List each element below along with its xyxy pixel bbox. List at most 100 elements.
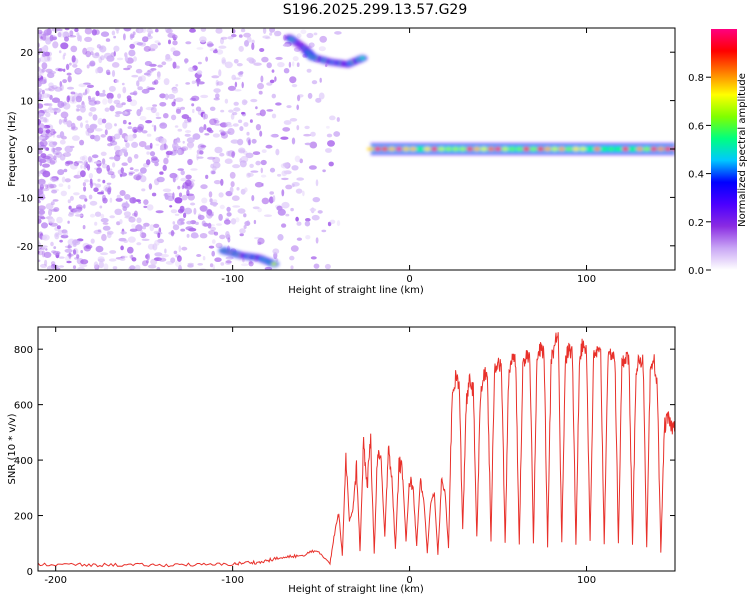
noise-blob bbox=[180, 228, 186, 232]
noise-blob bbox=[178, 264, 182, 270]
noise-blob bbox=[228, 109, 234, 113]
noise-blob bbox=[85, 87, 90, 94]
spectrogram-x-tick-label: 100 bbox=[577, 274, 596, 285]
noise-blob bbox=[54, 86, 63, 92]
noise-blob bbox=[63, 135, 66, 140]
noise-blob bbox=[195, 106, 202, 112]
noise-blob bbox=[46, 184, 55, 189]
noise-blob bbox=[60, 111, 69, 119]
noise-blob bbox=[324, 263, 331, 270]
noise-blob bbox=[174, 213, 180, 216]
noise-blob bbox=[55, 146, 62, 151]
noise-blob bbox=[70, 45, 78, 53]
noise-blob bbox=[187, 193, 195, 201]
noise-blob bbox=[200, 28, 207, 32]
noise-blob bbox=[127, 246, 134, 254]
noise-blob bbox=[117, 93, 122, 99]
noise-blob bbox=[155, 143, 160, 146]
noise-blob bbox=[97, 229, 102, 233]
snr-frame bbox=[37, 326, 676, 572]
noise-blob bbox=[239, 126, 244, 132]
carrier-segment bbox=[593, 147, 601, 151]
noise-blob bbox=[71, 135, 80, 141]
noise-blob bbox=[289, 118, 298, 122]
noise-blob bbox=[146, 253, 151, 261]
noise-blob bbox=[186, 137, 195, 143]
noise-blob bbox=[259, 109, 266, 117]
noise-blob bbox=[168, 39, 171, 45]
noise-blob bbox=[240, 28, 246, 33]
noise-blob bbox=[81, 155, 88, 163]
noise-blob bbox=[102, 222, 109, 225]
noise-blob bbox=[143, 45, 151, 52]
noise-blob bbox=[289, 76, 297, 84]
noise-blob bbox=[108, 85, 116, 92]
carrier-segment bbox=[501, 147, 509, 151]
noise-blob bbox=[59, 84, 64, 91]
carrier-segment bbox=[395, 147, 403, 151]
noise-blob bbox=[157, 42, 161, 46]
noise-blob bbox=[148, 264, 157, 269]
carrier-segment bbox=[600, 147, 608, 151]
noise-blob bbox=[255, 124, 261, 131]
noise-blob bbox=[265, 36, 271, 40]
noise-blob bbox=[233, 77, 241, 80]
noise-blob bbox=[83, 160, 89, 168]
noise-blob bbox=[283, 120, 292, 125]
noise-blob bbox=[104, 107, 110, 112]
noise-blob bbox=[109, 105, 115, 112]
noise-blob bbox=[177, 208, 184, 214]
noise-blob bbox=[211, 75, 220, 79]
noise-blob bbox=[93, 161, 102, 164]
noise-blob bbox=[71, 55, 76, 63]
noise-blob bbox=[51, 147, 56, 153]
snr-x-axis-label: Height of straight line (km) bbox=[288, 584, 424, 595]
noise-blob bbox=[232, 123, 239, 127]
noise-blob bbox=[258, 90, 263, 95]
noise-blob bbox=[216, 49, 224, 55]
noise-blob bbox=[80, 164, 83, 169]
noise-blob bbox=[238, 34, 243, 38]
noise-blob bbox=[150, 68, 157, 71]
noise-blob bbox=[271, 133, 279, 138]
noise-blob bbox=[42, 188, 50, 192]
noise-blob bbox=[260, 174, 267, 178]
noise-blob bbox=[142, 225, 147, 230]
noise-blob bbox=[107, 232, 112, 239]
noise-blob bbox=[259, 130, 263, 137]
noise-blob bbox=[97, 191, 104, 195]
noise-blob bbox=[203, 124, 207, 131]
noise-blob bbox=[313, 32, 318, 36]
noise-blob bbox=[243, 225, 247, 229]
noise-blob bbox=[121, 111, 129, 115]
noise-blob bbox=[269, 167, 276, 173]
noise-blob bbox=[45, 118, 49, 123]
noise-blob bbox=[89, 124, 97, 130]
noise-blob bbox=[113, 99, 121, 105]
noise-blob bbox=[181, 246, 188, 251]
carrier-segment bbox=[508, 147, 516, 151]
noise-blob bbox=[205, 56, 209, 62]
noise-blob bbox=[269, 191, 275, 195]
noise-blob bbox=[70, 209, 77, 213]
noise-blob bbox=[196, 47, 204, 50]
noise-blob bbox=[110, 52, 115, 58]
noise-blob bbox=[237, 208, 246, 214]
noise-blob bbox=[136, 42, 143, 46]
noise-blob bbox=[224, 61, 233, 69]
noise-blob bbox=[248, 139, 251, 146]
noise-blob bbox=[185, 82, 191, 85]
noise-blob bbox=[213, 180, 221, 185]
noise-blob bbox=[45, 129, 51, 134]
noise-blob bbox=[230, 181, 235, 188]
noise-blob bbox=[251, 138, 257, 144]
noise-blob bbox=[79, 194, 87, 200]
noise-blob bbox=[73, 192, 80, 196]
noise-blob bbox=[177, 148, 182, 156]
noise-blob bbox=[88, 98, 92, 102]
noise-blob bbox=[58, 183, 64, 187]
noise-blob bbox=[53, 131, 57, 134]
noise-blob bbox=[212, 133, 220, 138]
noise-blob bbox=[251, 42, 255, 51]
noise-blob bbox=[57, 68, 64, 72]
